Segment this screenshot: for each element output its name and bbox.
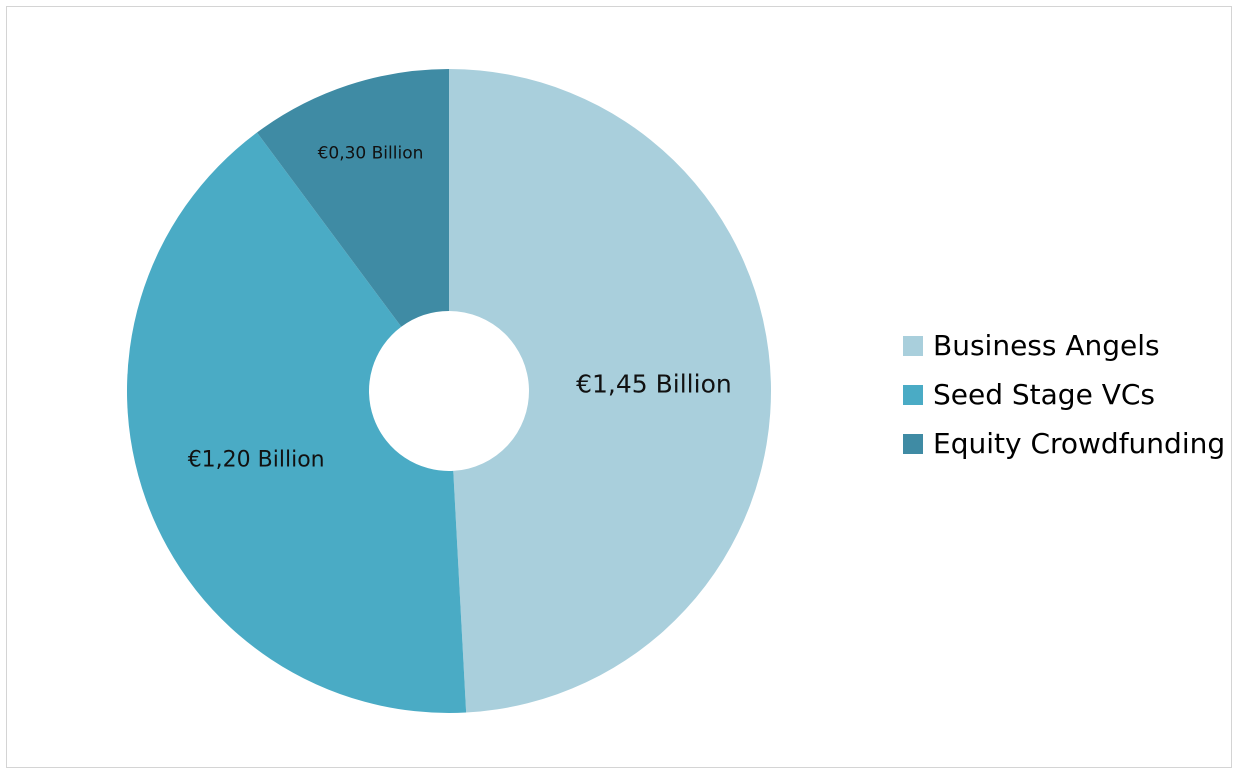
data-label-business-angels: €1,45 Billion	[576, 370, 732, 399]
donut-slices	[126, 69, 771, 713]
data-label-equity-crowdfunding: €0,30 Billion	[318, 144, 424, 164]
legend-swatch	[903, 433, 923, 454]
legend-item-business-angels: Business Angels	[903, 321, 1233, 370]
data-label-seed-stage-vcs: €1,20 Billion	[188, 448, 325, 473]
legend-swatch	[903, 335, 923, 356]
legend-item-seed-stage-vcs: Seed Stage VCs	[903, 370, 1233, 419]
donut-data-labels: €1,45 Billion €1,20 Billion €0,30 Billion	[188, 144, 732, 473]
chart-legend: Business Angels Seed Stage VCs Equity Cr…	[903, 321, 1233, 468]
donut-slice-business-angels	[449, 69, 771, 713]
legend-swatch	[903, 384, 923, 405]
donut-slice-equity-crowdfunding	[256, 69, 449, 327]
legend-label: Business Angels	[933, 329, 1160, 362]
donut-slice-seed-stage-vcs	[126, 132, 467, 713]
legend-item-equity-crowdfunding: Equity Crowdfunding	[903, 419, 1233, 468]
legend-label: Seed Stage VCs	[933, 378, 1156, 411]
legend-label: Equity Crowdfunding	[933, 427, 1226, 460]
